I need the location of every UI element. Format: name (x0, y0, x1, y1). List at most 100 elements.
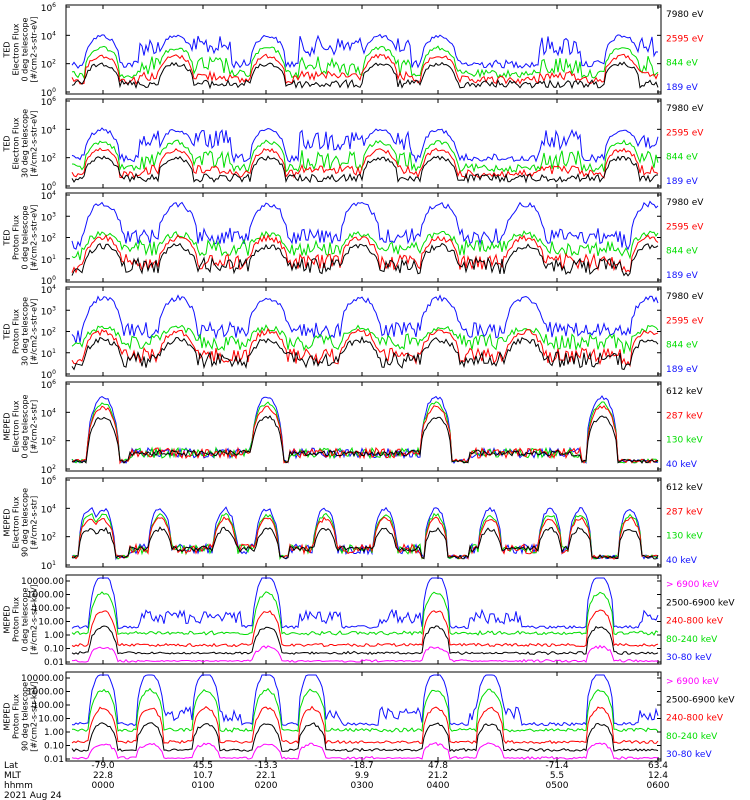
legend-entry: 40 keV (666, 556, 698, 566)
legend-entry: 40 keV (666, 460, 698, 470)
legend-entry: 2595 eV (666, 128, 704, 138)
y-axis-label-line: MEPED (3, 703, 12, 731)
x-tick-lat: 45.5 (193, 761, 213, 771)
panel-frame (65, 477, 662, 568)
y-tick-label: 102 (41, 233, 56, 245)
panel-frame (65, 574, 662, 665)
x-tick-hhmm: 0000 (92, 781, 115, 791)
y-axis-label-line: 0 deg telescope (21, 587, 30, 651)
y-axis-label-line: 30 deg telescope (21, 297, 30, 366)
legend-entry: 844 eV (666, 153, 699, 163)
x-axis-row-label: Lat (4, 761, 19, 771)
y-tick-label: 1.00 (44, 631, 64, 641)
y-axis-label-line: Electron Flux (12, 23, 21, 75)
trace-844 (71, 45, 659, 80)
y-axis-label: MEPED Proton Flux 0 deg telescope [#/cm2-s-… (3, 584, 39, 655)
y-axis-label-line: [#/cm2-s-str] (30, 400, 39, 453)
y-tick-label: 106 (41, 2, 56, 14)
trace-7980 (71, 335, 659, 371)
trace-30-80 (71, 674, 659, 727)
legend-entry: 844 eV (666, 341, 699, 351)
y-axis-label-line: 30 deg telescope (21, 109, 30, 178)
trace-gt-6900 (72, 644, 659, 663)
y-tick-label: 102 (41, 436, 56, 448)
y-axis-label-line: [#/cm2-s-str-eV] (30, 298, 39, 364)
x-tick-mlt: 10.7 (193, 771, 213, 781)
y-axis-label: MEPED Electron Flux 0 deg telescope [#/cm2-… (3, 394, 39, 458)
x-tick-mlt: 9.9 (355, 771, 370, 781)
legend-entry: 2500-6900 keV (666, 695, 735, 705)
trace-2595 (71, 327, 659, 368)
y-tick-label: 102 (41, 59, 56, 71)
y-tick-label: 104 (41, 503, 56, 515)
y-tick-label: 106 (41, 379, 56, 391)
x-tick-lat: 63.4 (648, 761, 668, 771)
trace-2595 (71, 53, 659, 85)
y-tick-label: 101 (41, 560, 56, 572)
x-tick-lat: -18.7 (350, 761, 373, 771)
y-tick-label: 101 (41, 348, 56, 360)
x-tick-hhmm: 0100 (192, 781, 215, 791)
y-axis-label-line: Proton Flux (12, 215, 21, 260)
y-tick-label: 1000.00 (27, 591, 64, 601)
y-axis-label-line: [#/cm2-s-str-eV] (30, 16, 39, 82)
y-tick-label: 104 (41, 124, 56, 136)
legend-entry: 189 eV (666, 271, 699, 281)
trace-2500-6900 (71, 625, 659, 656)
x-tick-mlt: 12.4 (648, 771, 668, 781)
legend-entry: 2595 eV (666, 34, 704, 44)
y-axis-label-line: MEPED (3, 413, 12, 441)
legend-entry: 189 eV (666, 177, 699, 187)
y-axis-label-line: 0 deg telescope (21, 394, 30, 458)
legend-entry: 30-80 keV (666, 750, 712, 760)
panel-frame (65, 671, 662, 762)
legend-entry: 240-800 keV (666, 714, 724, 724)
x-tick-lat: -71.4 (545, 761, 569, 771)
x-tick-hhmm: 0400 (427, 781, 450, 791)
legend-entry: 80-240 keV (666, 732, 718, 742)
panel-frame (65, 381, 662, 472)
trace-7980 (71, 242, 659, 277)
legend-entry: 7980 eV (666, 198, 704, 208)
y-tick-label: 10.00 (38, 618, 64, 628)
y-axis-label-line: Electron Flux (12, 400, 21, 452)
y-axis-label-line: [#/cm2-s-str-eV] (30, 110, 39, 176)
y-tick-label: 102 (41, 327, 56, 339)
x-axis-row-label: hhmm (4, 781, 33, 791)
trace-844 (71, 139, 659, 173)
x-tick-lat: -13.3 (254, 761, 277, 771)
y-tick-label: 10000.00 (21, 577, 64, 587)
legend-entry: 2595 eV (666, 316, 704, 326)
y-axis-label-line: MEPED (3, 606, 12, 634)
panel-7: 10000.00 1000.00 100.00 10.00 1.00 0.10 0.01 ME… (3, 574, 735, 668)
trace-189 (71, 200, 659, 251)
trace-844 (71, 230, 659, 261)
x-tick-lat: -79.0 (91, 761, 115, 771)
x-tick-hhmm: 0600 (647, 781, 670, 791)
y-tick-label: 103 (41, 211, 56, 223)
y-tick-label: 0.01 (44, 658, 64, 668)
trace-2595 (71, 233, 659, 274)
legend-entry: 30-80 keV (666, 653, 712, 663)
x-tick-mlt: 22.1 (256, 771, 276, 781)
trace-240-800 (71, 609, 659, 648)
y-axis-label-line: [#/cm2-s-str] (30, 496, 39, 549)
legend-entry: 2595 eV (666, 222, 704, 232)
legend-entry: 240-800 keV (666, 617, 724, 627)
y-axis-label-line: Proton Flux (12, 309, 21, 354)
legend-entry: 844 eV (666, 247, 699, 257)
trace-gt-6900 (71, 742, 659, 760)
trace-80-240 (72, 687, 659, 733)
y-axis-label-line: 0 deg telescope (21, 205, 30, 269)
y-axis-label-line: Electron Flux (12, 496, 21, 548)
trace-844 (71, 324, 659, 354)
y-axis-label-line: TED (3, 229, 12, 246)
trace-7980 (71, 155, 659, 184)
x-tick-mlt: 21.2 (428, 771, 448, 781)
